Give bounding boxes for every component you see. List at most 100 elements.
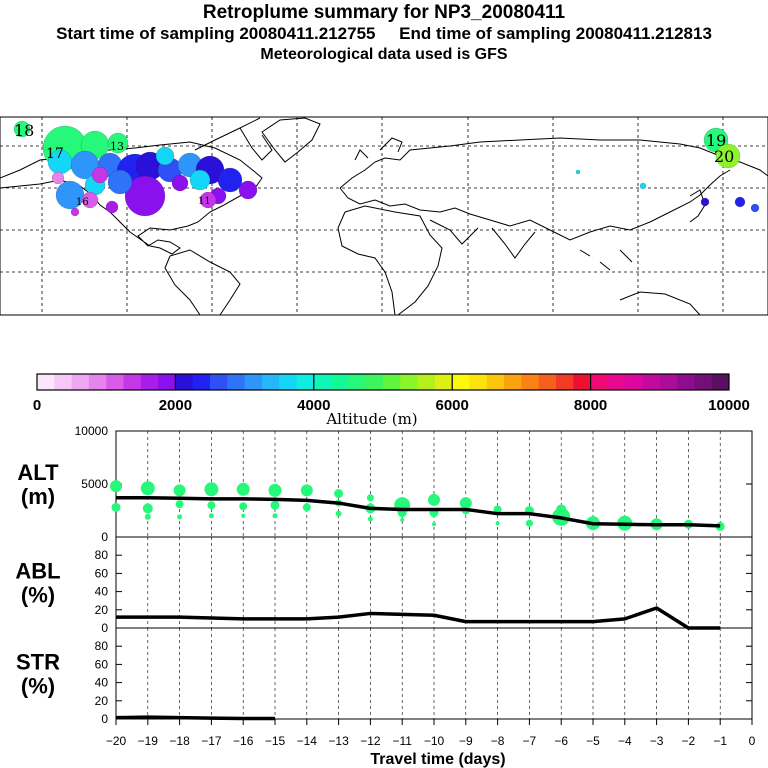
plume-marker [70,207,80,217]
plume-marker [217,167,243,193]
y-tick-label: 60 [95,566,109,580]
series-line-alt [116,496,721,528]
colorbar-swatch [365,374,384,390]
panel-alt: 0 5000 10000 ALT(m) [17,424,753,544]
plume-marker [155,146,175,166]
map-label-11: 11 [198,196,211,207]
altitude-bubble [236,482,250,496]
colorbar-swatch [417,374,436,390]
colorbar-swatch [296,374,315,390]
altitude-bubble [493,505,502,514]
altitude-bubble [208,513,214,519]
colorbar-swatch [71,374,90,390]
y-axis-title: ABL [15,559,60,584]
plume-marker [575,169,581,175]
colorbar-swatch [192,374,211,390]
colorbar-swatch [556,374,574,390]
plume-marker [750,203,760,213]
series-line-abl [116,606,721,630]
start-time-label: Start time of sampling 20080411.212755 [56,24,376,43]
retroplume-markers [13,120,760,217]
altitude-bubble [459,497,472,510]
colorbar-swatch [642,374,661,390]
end-time-label: End time of sampling 20080411.212813 [399,24,712,43]
altitude-bubble [300,484,313,497]
y-tick-label: 0 [101,712,108,726]
altitude-bubble [334,489,344,499]
y-tick-label: 10000 [75,424,109,438]
colorbar-swatch [486,374,505,390]
x-axis-title: Travel time (days) [370,751,505,768]
x-tick-label: −14 [297,734,318,748]
map-label-17: 17 [46,146,64,162]
plume-marker [734,196,746,208]
colorbar-swatch [210,374,228,390]
world-map-panel: 18 17 19 20 13 11 16 [0,116,768,316]
series-line-str [115,715,275,721]
y-tick-label: 20 [95,694,109,708]
colorbar-swatch [607,374,626,390]
altitude-colorbar: 0 2000 4000 6000 8000 10000 [33,373,750,414]
map-day-labels: 18 17 19 20 13 11 16 [14,121,734,208]
x-tick-label: −13 [328,734,349,748]
altitude-bubble [400,518,405,523]
x-tick-label: 0 [749,734,756,748]
altitude-bubble [207,501,216,510]
colorbar-swatch [279,374,297,390]
colorbar-swatch [504,374,522,390]
altitude-bubble [204,482,219,497]
colorbar-swatch [711,374,730,390]
colorbar-swatch [625,374,643,390]
y-tick-label: 80 [95,639,109,653]
colorbar-frame [36,373,730,391]
colorbar-swatch [106,374,124,390]
colorbar-swatch [227,374,245,390]
x-tick-label: −2 [682,734,696,748]
altitude-bubble [173,484,186,497]
plume-marker [107,132,129,154]
colorbar-label: Altitude (m) [325,410,417,428]
altitude-bubble [140,481,155,496]
map-label-18: 18 [14,121,34,140]
x-tick-label: −19 [138,734,159,748]
y-tick-label: 40 [95,585,109,599]
colorbar-swatch [538,374,557,390]
time-series-panels: 0500010000ALT(m)020406080ABL(%)020406080… [15,424,755,768]
x-tick-label: −4 [618,734,632,748]
colorbar-swatch [244,374,263,390]
plume-marker [107,169,133,195]
altitude-bubble [525,519,533,527]
colorbar-swatch [521,374,540,390]
altitude-bubble [272,513,278,519]
colorbar-tick-label: 10000 [708,397,750,414]
colorbar-tick-label: 0 [33,397,41,414]
plume-marker [238,180,258,200]
x-tick-label: −3 [650,734,664,748]
y-tick-label: 0 [101,530,108,544]
map-frame [0,116,768,316]
colorbar-swatch [331,374,349,390]
colorbar-swatch [452,374,470,390]
plume-marker [199,191,217,209]
y-axis-title: (%) [21,674,55,699]
met-data-label: Meteorological data used is GFS [260,46,508,63]
plume-marker [81,191,99,209]
colorbar-swatch [573,374,591,390]
colorbar-tick-label: 6000 [436,397,469,414]
x-tick-label: −1 [713,734,727,748]
colorbar-swatch [88,374,107,390]
y-axis-title: (m) [21,484,55,509]
altitude-bubble [495,521,500,526]
altitude-bubble [177,514,183,520]
colorbar-swatch [313,374,332,390]
altitude-bubble [366,494,374,502]
colorbar-tick-label: 2000 [159,397,192,414]
plume-marker [189,169,211,191]
altitude-bubble [270,500,280,510]
colorbar-tick-label: 4000 [297,397,330,414]
x-tick-label: −18 [169,734,190,748]
plume-marker [91,166,109,184]
panel-abl: 0 20 40 60 80 ABL(%) [15,536,753,635]
altitude-bubble [111,502,121,512]
